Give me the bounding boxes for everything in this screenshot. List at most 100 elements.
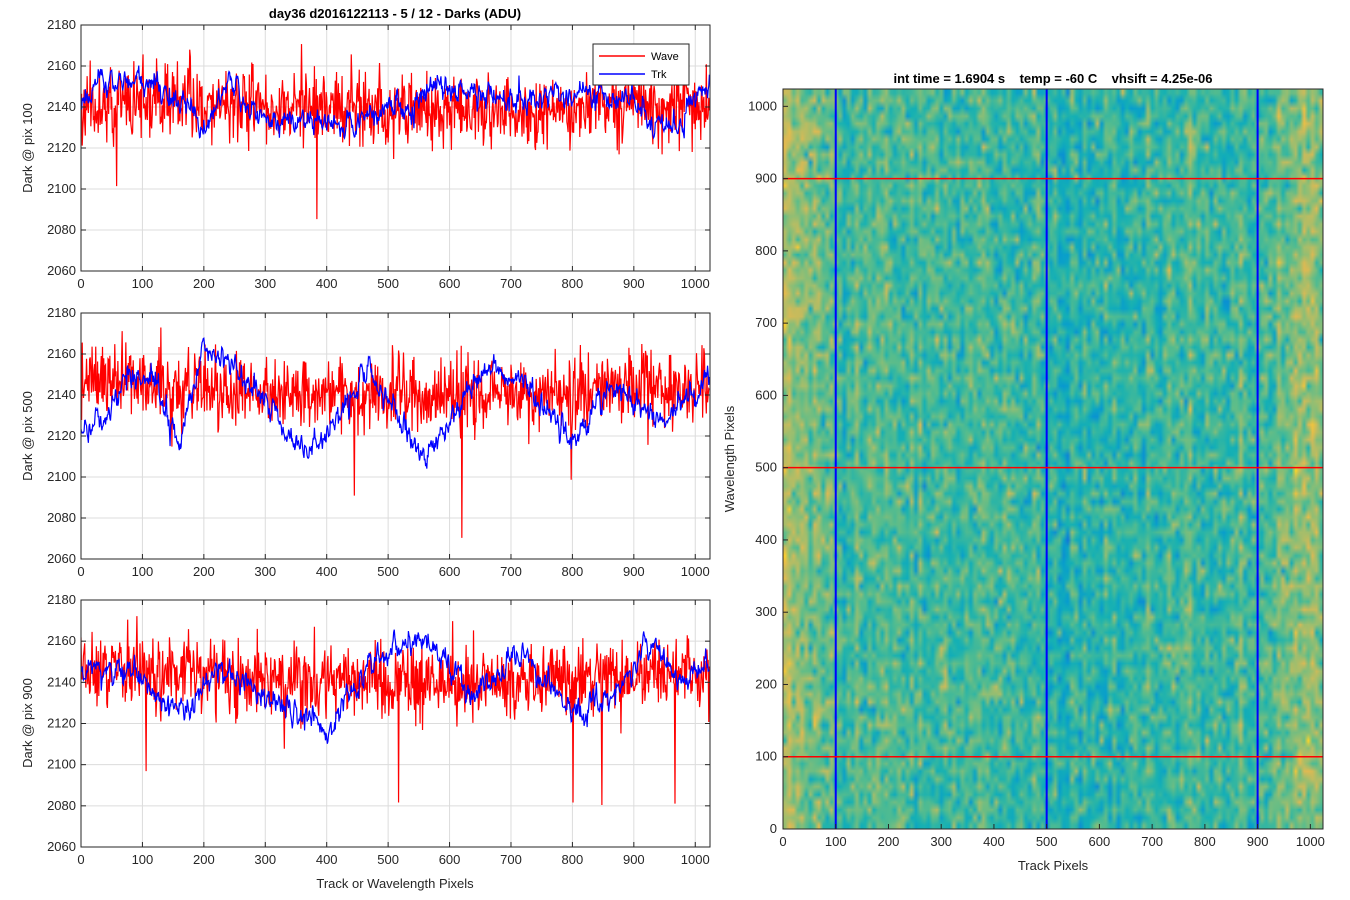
x-tick-label: 800 bbox=[562, 564, 584, 579]
x-tick-label: 700 bbox=[500, 564, 522, 579]
plot-pix-100: day36 d2016122113 - 5 / 12 - Darks (ADU)… bbox=[20, 6, 711, 291]
legend-label-wave: Wave bbox=[651, 51, 679, 63]
y-tick-label: 2060 bbox=[47, 551, 76, 566]
legend-box bbox=[592, 43, 690, 86]
series-line-trk bbox=[81, 337, 710, 469]
x-tick-label: 300 bbox=[254, 276, 276, 291]
x-axis-label-bottom: Track or Wavelength Pixels bbox=[316, 876, 474, 891]
heatmap-marker-lines bbox=[783, 89, 1323, 829]
series-line-wave bbox=[81, 616, 710, 805]
x-tick-label: 200 bbox=[878, 834, 900, 849]
x-tick-label: 100 bbox=[132, 276, 154, 291]
x-tick-label: 0 bbox=[77, 852, 84, 867]
x-tick-label: 600 bbox=[439, 852, 461, 867]
y-tick-label: 300 bbox=[755, 604, 777, 619]
y-tick-label: 2100 bbox=[47, 469, 76, 484]
series-group-pix-500 bbox=[81, 327, 710, 538]
legend-label-trk: Trk bbox=[651, 69, 667, 81]
heatmap-ticks: 0 100 200 300 400 500 600 700 800 900 1000 0 100 200 3… bbox=[748, 98, 1325, 849]
y-tick-label: 2100 bbox=[47, 757, 76, 772]
plot-pix-500: Dark @ pix 500 0 100 200 300 400 500 600 700 800… bbox=[20, 305, 711, 579]
y-tick-label: 2140 bbox=[47, 674, 76, 689]
x-tick-label: 500 bbox=[377, 852, 399, 867]
y-tick-label: 2080 bbox=[47, 222, 76, 237]
grid-pix-100 bbox=[81, 25, 710, 271]
x-tick-label: 400 bbox=[316, 852, 338, 867]
x-tick-label: 600 bbox=[439, 276, 461, 291]
x-tick-label: 300 bbox=[254, 564, 276, 579]
y-tick-label: 2180 bbox=[47, 17, 76, 32]
y-tick-label: 200 bbox=[755, 676, 777, 691]
y-tick-label: 2080 bbox=[47, 510, 76, 525]
x-tick-label: 1000 bbox=[1296, 834, 1325, 849]
y-axis-label-pix-900: Dark @ pix 900 bbox=[20, 678, 35, 768]
y-tick-label: 2160 bbox=[47, 346, 76, 361]
x-tick-label: 500 bbox=[377, 276, 399, 291]
y-tick-label: 900 bbox=[755, 171, 777, 186]
y-tick-label: 2140 bbox=[47, 99, 76, 114]
x-tick-label: 600 bbox=[1089, 834, 1111, 849]
y-tick-label: 0 bbox=[770, 821, 777, 836]
x-tick-label: 0 bbox=[779, 834, 786, 849]
y-tick-label: 2100 bbox=[47, 181, 76, 196]
y-tick-label: 2060 bbox=[47, 263, 76, 278]
series-line-trk bbox=[81, 65, 710, 140]
x-tick-label: 400 bbox=[316, 276, 338, 291]
x-tick-label: 900 bbox=[623, 852, 645, 867]
y-tick-label: 2180 bbox=[47, 305, 76, 320]
x-tick-label: 100 bbox=[132, 564, 154, 579]
y-tick-label: 2160 bbox=[47, 633, 76, 648]
x-tick-label: 500 bbox=[1036, 834, 1058, 849]
x-tick-label: 1000 bbox=[681, 276, 710, 291]
plot-pix-900: Dark @ pix 900 Track or Wavelength Pixel… bbox=[20, 592, 711, 891]
heatmap-x-axis-label: Track Pixels bbox=[1018, 858, 1089, 873]
ticks-pix-900: 0 100 200 300 400 500 600 700 800 900 1000 2060 2080… bbox=[47, 592, 710, 867]
x-tick-label: 500 bbox=[377, 564, 399, 579]
x-tick-label: 700 bbox=[1141, 834, 1163, 849]
series-line-trk bbox=[81, 629, 710, 744]
y-tick-label: 100 bbox=[755, 749, 777, 764]
heatmap-plot: int time = 1.6904 s temp = -60 C vhsift … bbox=[722, 71, 1325, 873]
y-tick-label: 800 bbox=[755, 243, 777, 258]
y-tick-label: 600 bbox=[755, 387, 777, 402]
y-tick-label: 500 bbox=[755, 460, 777, 475]
x-tick-label: 900 bbox=[623, 564, 645, 579]
ticks-pix-500: 0 100 200 300 400 500 600 700 800 900 1000 2060 2080… bbox=[47, 305, 710, 579]
x-tick-label: 700 bbox=[500, 852, 522, 867]
x-tick-label: 300 bbox=[930, 834, 952, 849]
series-group-pix-100 bbox=[81, 44, 710, 220]
legend: Wave Trk bbox=[592, 43, 690, 86]
x-tick-label: 400 bbox=[316, 564, 338, 579]
y-tick-label: 2120 bbox=[47, 140, 76, 155]
x-tick-label: 600 bbox=[439, 564, 461, 579]
series-group-pix-900 bbox=[81, 616, 710, 805]
x-tick-label: 1000 bbox=[681, 564, 710, 579]
y-axis-label-pix-500: Dark @ pix 500 bbox=[20, 391, 35, 481]
y-tick-label: 1000 bbox=[748, 98, 777, 113]
x-tick-label: 100 bbox=[132, 852, 154, 867]
x-tick-label: 200 bbox=[193, 564, 215, 579]
heatmap-title: int time = 1.6904 s temp = -60 C vhsift … bbox=[893, 71, 1212, 86]
x-tick-label: 200 bbox=[193, 852, 215, 867]
x-tick-label: 300 bbox=[254, 852, 276, 867]
x-tick-label: 900 bbox=[623, 276, 645, 291]
figure-title: day36 d2016122113 - 5 / 12 - Darks (ADU) bbox=[269, 6, 521, 21]
x-tick-label: 0 bbox=[77, 276, 84, 291]
y-tick-label: 2120 bbox=[47, 428, 76, 443]
heatmap-image bbox=[783, 89, 1323, 829]
y-axis-label-pix-100: Dark @ pix 100 bbox=[20, 103, 35, 193]
y-tick-label: 700 bbox=[755, 315, 777, 330]
heatmap-raster bbox=[783, 89, 1323, 829]
x-tick-label: 800 bbox=[1194, 834, 1216, 849]
x-tick-label: 700 bbox=[500, 276, 522, 291]
x-tick-label: 800 bbox=[562, 852, 584, 867]
y-tick-label: 400 bbox=[755, 532, 777, 547]
y-tick-label: 2180 bbox=[47, 592, 76, 607]
y-tick-label: 2060 bbox=[47, 839, 76, 854]
x-tick-label: 0 bbox=[77, 564, 84, 579]
y-tick-label: 2080 bbox=[47, 798, 76, 813]
x-tick-label: 900 bbox=[1247, 834, 1269, 849]
y-tick-label: 2160 bbox=[47, 58, 76, 73]
x-tick-label: 100 bbox=[825, 834, 847, 849]
